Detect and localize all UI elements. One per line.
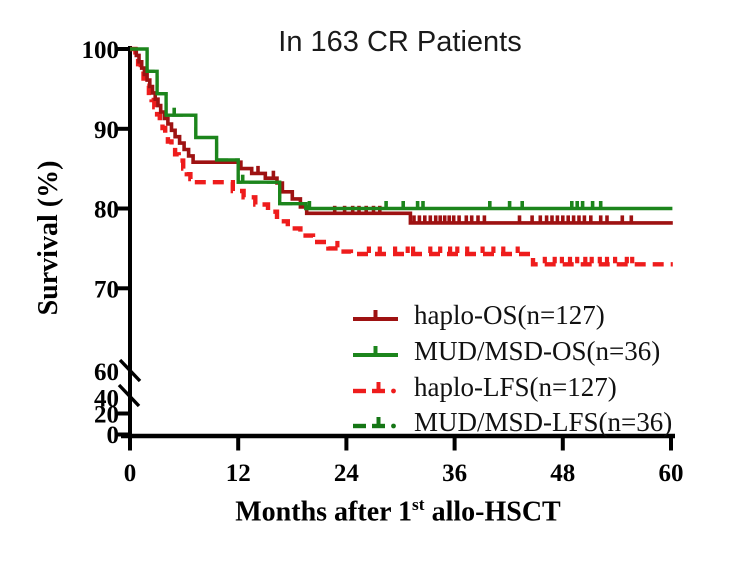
x-tick-label-12: 12: [226, 460, 251, 487]
censor-marks-mud-msd-os-n-36: [172, 107, 603, 208]
series-mud-msd-lfs-n-36: [130, 47, 673, 210]
curve-mud-msd-lfs-n-36: [130, 47, 673, 210]
series-mud-msd-os-n-36: [130, 47, 673, 211]
legend-dot: [391, 388, 396, 394]
y-tick-label-60: 60: [94, 359, 119, 386]
y-tick-label-80: 80: [94, 197, 119, 224]
x-tick-label-36: 36: [442, 460, 467, 487]
legend-dot: [391, 423, 396, 429]
y-tick-label-20: 20: [94, 402, 119, 429]
legend-item-haplo-lfs: haplo-LFS(n=127): [352, 369, 617, 405]
y-tick-label-40: 40: [94, 386, 119, 413]
legend-label: MUD/MSD-LFS(n=36): [414, 406, 673, 437]
curve-haplo-os-n-127: [130, 47, 673, 225]
x-tick-label-60: 60: [659, 460, 684, 487]
x-tick-label-0: 0: [124, 460, 137, 487]
chart-title: In 163 CR Patients: [278, 26, 522, 58]
legend-item-mud-msd-lfs: MUD/MSD-LFS(n=36): [352, 404, 672, 440]
legend-label: haplo-OS(n=127): [414, 299, 605, 330]
legend-label: MUD/MSD-OS(n=36): [414, 335, 661, 366]
x-axis-title: Months after 1st allo-HSCT: [235, 495, 561, 528]
y-tick-label-70: 70: [94, 276, 119, 303]
y-tick-label-90: 90: [94, 117, 119, 144]
censor-marks-haplo-lfs-n-127: [335, 240, 635, 264]
curve-mud-msd-os-n-36: [130, 47, 673, 211]
legend-item-haplo-os: haplo-OS(n=127): [352, 297, 605, 333]
legend-label: haplo-LFS(n=127): [414, 371, 617, 402]
x-tick-label-24: 24: [334, 460, 360, 487]
x-tick-label-48: 48: [550, 460, 575, 487]
axis-break-slash-lower: [117, 383, 141, 408]
legend-swatch-mud-msd-lfs: [353, 417, 396, 429]
series-haplo-os-n-127: [130, 47, 673, 225]
legend-swatch-haplo-lfs: [353, 382, 396, 394]
series-haplo-lfs-n-127: [130, 46, 673, 267]
y-tick-label-100: 100: [82, 37, 120, 64]
legend-swatch-haplo-os: [353, 310, 398, 321]
axis-break-slash-upper: [118, 358, 142, 383]
axes: [116, 46, 675, 451]
curve-haplo-lfs-n-127: [130, 46, 673, 267]
legend-item-mud-msd-os: MUD/MSD-OS(n=36): [352, 333, 660, 369]
legend-swatch-mud-msd-os: [353, 346, 398, 357]
y-tick-label-0: 0: [107, 422, 120, 449]
y-axis-title: Survival (%): [33, 160, 64, 316]
